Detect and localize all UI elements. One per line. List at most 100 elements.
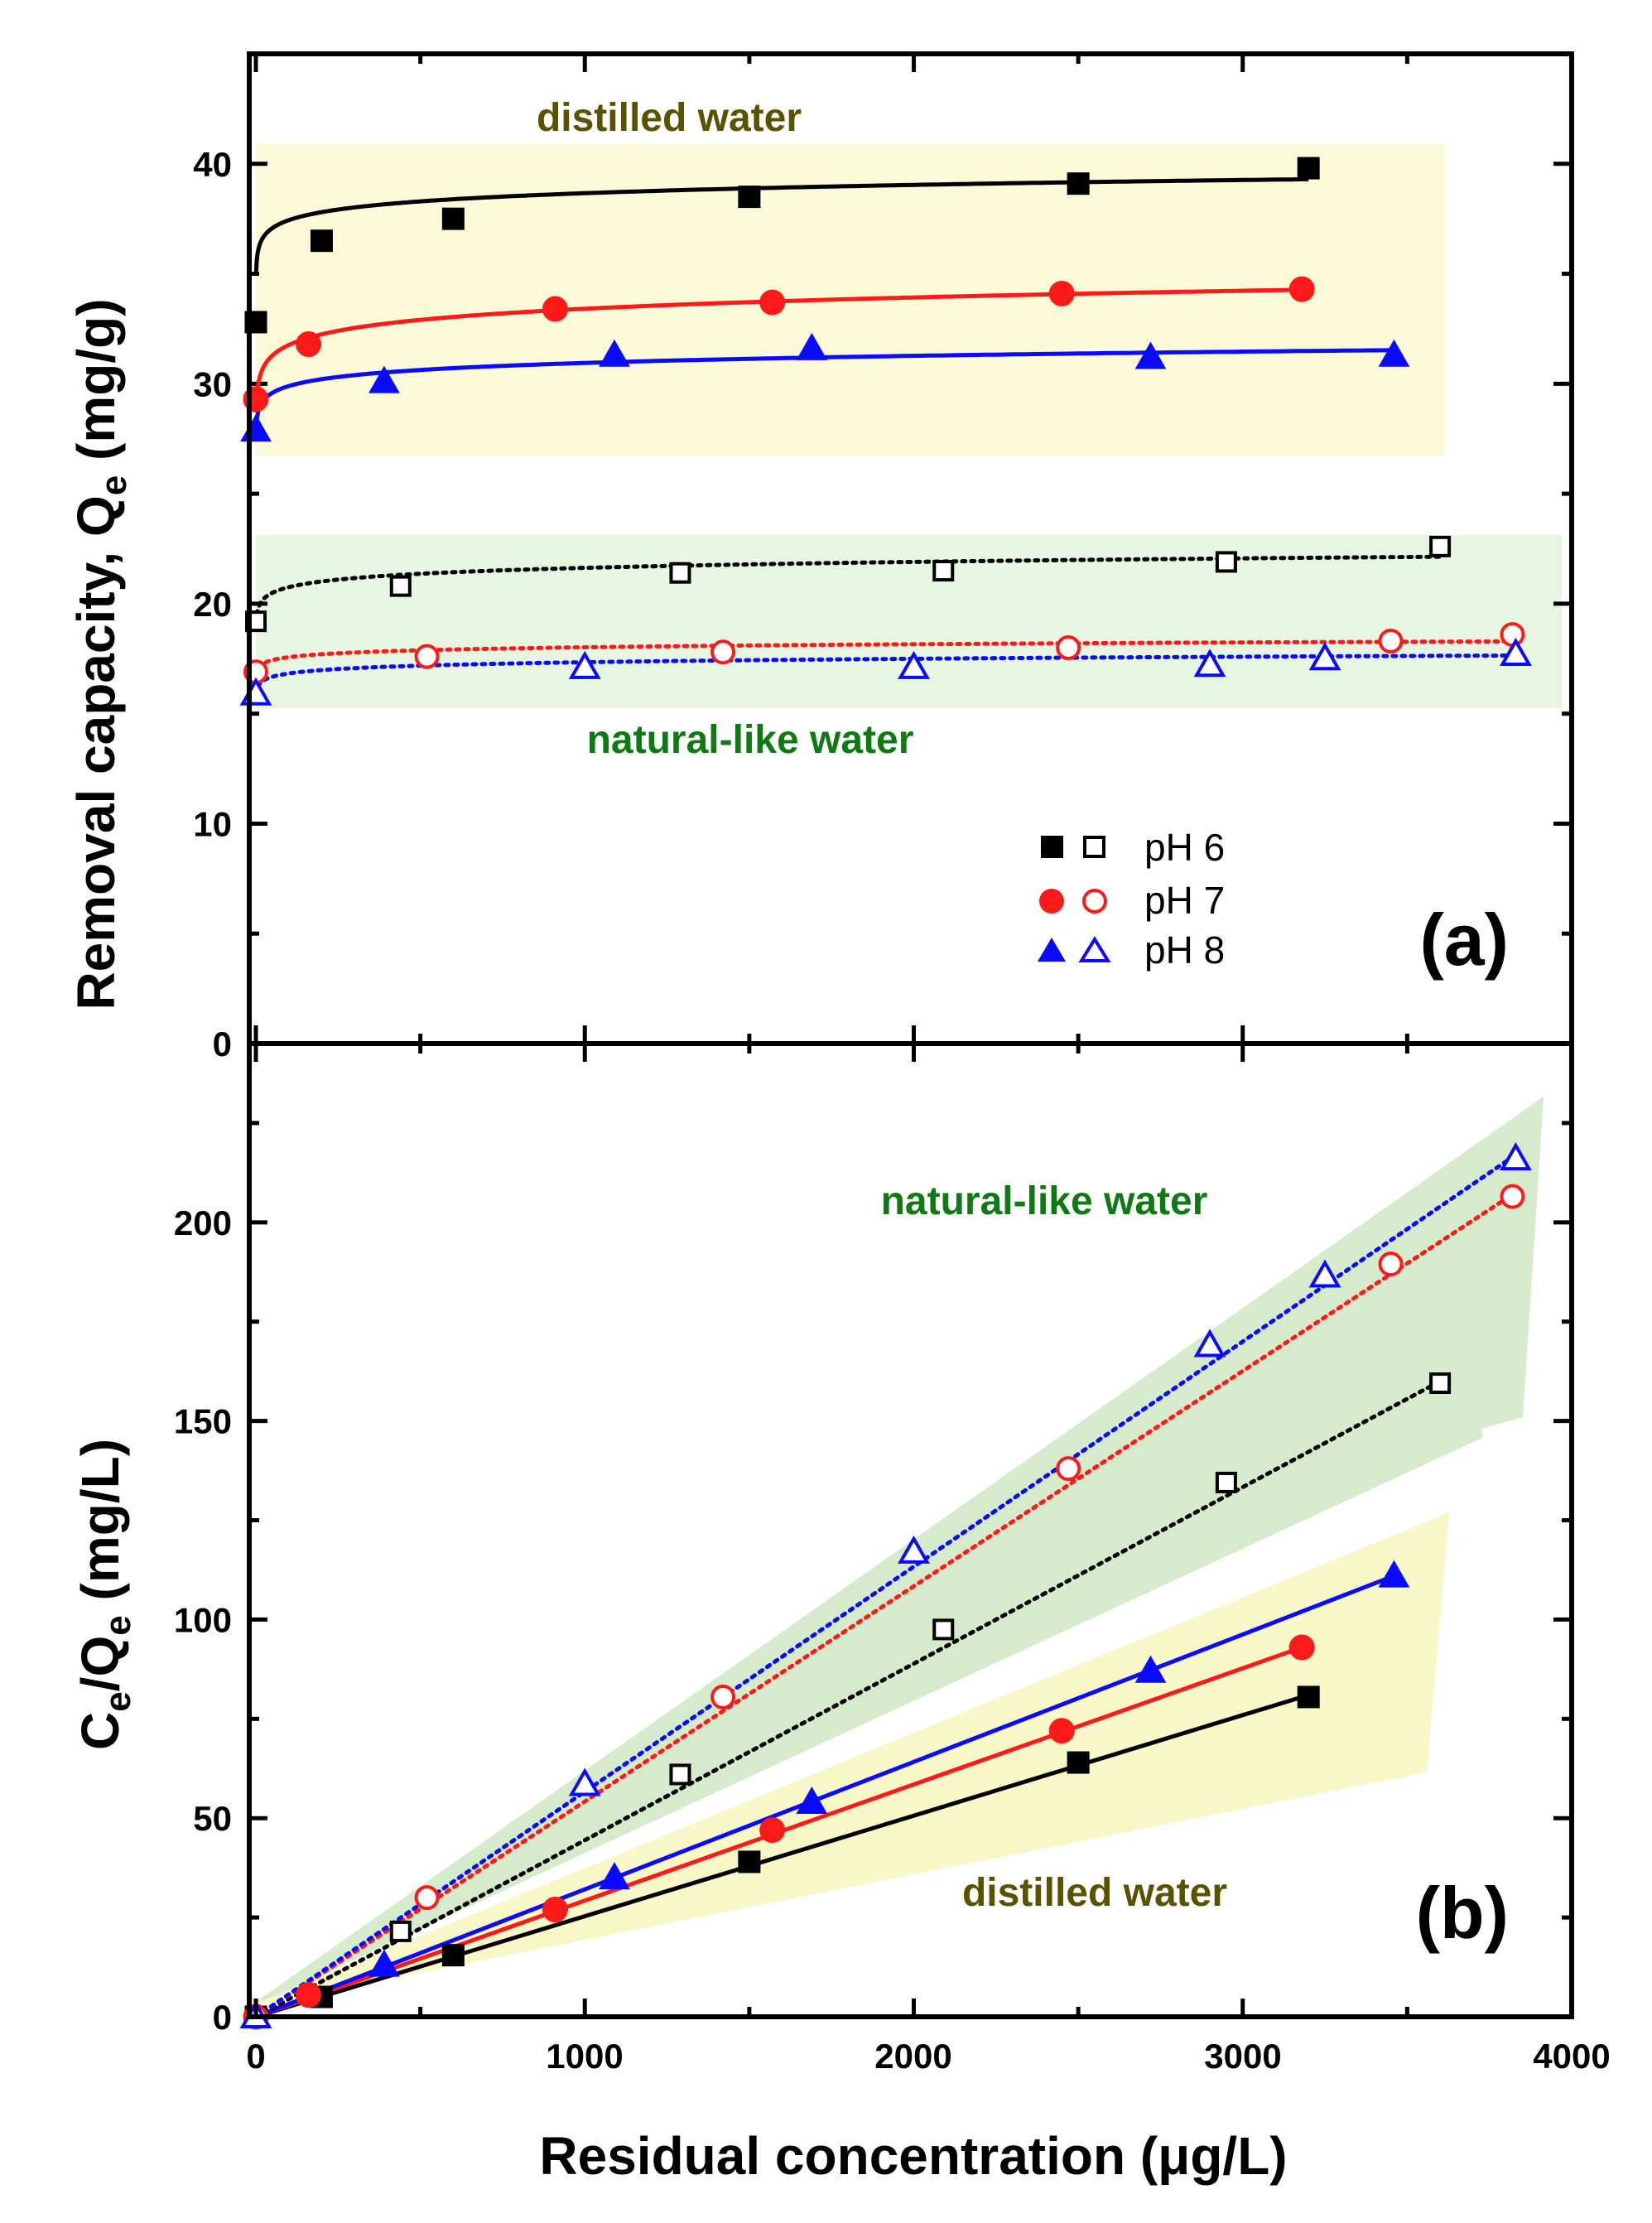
point-a-3-4 <box>1215 551 1237 573</box>
legend-ph6-label: pH 6 <box>1144 826 1225 869</box>
point-a-5-5 <box>1500 637 1532 666</box>
panel-a: distilled water natural-like water 0 10 20… <box>66 51 1572 1063</box>
y-tick-label-b-150: 150 <box>174 1402 232 1441</box>
point-b-4-5 <box>1500 1184 1525 1209</box>
panel-b: natural-like water distilled water 0 50 10… <box>70 1097 1572 2037</box>
point-a-2-5 <box>1378 339 1410 367</box>
fit-b-0 <box>255 1693 1309 2019</box>
point-b-1-5 <box>1288 1634 1315 1661</box>
point-a-4-4 <box>1378 629 1404 654</box>
y-tick-label-b-50: 50 <box>193 1799 232 1838</box>
point-a-0-2 <box>441 207 465 230</box>
y-tick-label-a-30: 30 <box>193 364 232 403</box>
distilled-water-region-b <box>256 1512 1449 2005</box>
fit-curves-a <box>253 176 1518 697</box>
x-axis-title: Residual concentration (μg/L) <box>539 2126 1287 2186</box>
point-b-0-5 <box>1297 1685 1320 1709</box>
y-tick-label-a-20: 20 <box>193 585 232 624</box>
point-a-4-2 <box>710 639 736 665</box>
x-axis-tick-labels: 0 1000 2000 3000 4000 <box>246 2037 1610 2076</box>
point-b-4-3 <box>1056 1456 1081 1482</box>
point-a-3-2 <box>669 562 691 584</box>
point-b-2-3 <box>796 1787 828 1815</box>
fit-a-5 <box>253 653 1518 697</box>
legend-ph7-natural-marker <box>1082 889 1107 914</box>
point-a-5-3 <box>1193 649 1226 678</box>
point-b-0-2 <box>441 1944 465 1967</box>
fit-b-4 <box>253 1192 1515 2019</box>
y-tick-label-b-0: 0 <box>213 1998 232 2037</box>
panel-label-a: (a) <box>1419 899 1509 981</box>
annotation-distilled-water: distilled water <box>537 96 802 140</box>
fit-b-2 <box>255 1574 1395 2019</box>
point-a-2-3 <box>796 332 828 360</box>
plot-frame-b <box>247 1041 1574 2019</box>
point-b-2-5 <box>1378 1560 1410 1588</box>
point-b-4-2 <box>710 1684 736 1709</box>
fit-a-4 <box>253 639 1515 678</box>
panel-label-b: (b) <box>1416 1872 1509 1954</box>
x-tick-label-2000: 2000 <box>874 2037 951 2076</box>
legend: pH 6 pH 7 pH 8 <box>1038 826 1225 972</box>
point-a-3-1 <box>389 575 412 597</box>
x-tick-label-0: 0 <box>246 2037 265 2076</box>
point-b-2-1 <box>368 1949 400 1977</box>
point-a-2-1 <box>368 365 400 393</box>
point-a-5-2 <box>898 650 930 679</box>
point-b-3-4 <box>1215 1471 1237 1493</box>
fit-a-3 <box>253 554 1442 626</box>
point-b-1-3 <box>759 1817 786 1844</box>
annotation-natural-like-water: natural-like water <box>587 718 914 762</box>
point-b-1-1 <box>296 1982 322 2008</box>
point-b-5-4 <box>1308 1259 1341 1288</box>
fit-a-1 <box>253 287 1303 412</box>
point-a-2-4 <box>1134 341 1167 369</box>
point-b-2-4 <box>1134 1655 1167 1683</box>
point-a-5-4 <box>1308 642 1341 671</box>
point-a-1-5 <box>1288 276 1315 302</box>
point-b-3-5 <box>1429 1372 1452 1395</box>
y-tick-label-a-40: 40 <box>193 145 232 184</box>
fit-b-3 <box>253 1379 1442 2019</box>
point-a-0-3 <box>738 186 761 209</box>
fit-a-0 <box>253 176 1309 272</box>
y-tick-label-a-0: 0 <box>213 1025 232 1063</box>
point-b-3-1 <box>389 1920 412 1942</box>
legend-ph8-distilled-marker <box>1038 938 1066 962</box>
point-b-4-1 <box>414 1885 440 1911</box>
x-tick-label-3000: 3000 <box>1204 2037 1281 2076</box>
point-b-2-2 <box>599 1862 630 1890</box>
point-a-1-4 <box>1048 280 1075 306</box>
annotation-distilled-water-b: distilled water <box>962 1871 1227 1915</box>
legend-ph7-distilled-marker <box>1039 889 1064 914</box>
point-b-4-4 <box>1378 1251 1404 1277</box>
fit-a-2 <box>253 348 1394 431</box>
legend-ph6-distilled-marker <box>1041 836 1063 858</box>
natural-like-water-region-b <box>256 1097 1544 2005</box>
y-tick-label-b-200: 200 <box>174 1203 232 1242</box>
point-b-3-3 <box>932 1618 955 1641</box>
point-a-2-2 <box>599 339 630 367</box>
y-tick-label-a-10: 10 <box>193 804 232 843</box>
point-a-3-3 <box>932 560 955 582</box>
point-a-1-1 <box>296 331 322 358</box>
point-b-1-2 <box>542 1897 568 1923</box>
point-a-1-3 <box>759 289 786 316</box>
point-a-5-1 <box>568 650 601 679</box>
x-tick-label-4000: 4000 <box>1533 2037 1610 2076</box>
point-a-0-1 <box>310 229 333 253</box>
point-b-5-3 <box>1193 1328 1226 1357</box>
legend-ph7-label: pH 7 <box>1144 879 1225 922</box>
y-axis-title-a: Removal capacity, Qe (mg/g) <box>66 298 134 1010</box>
point-b-0-4 <box>1067 1751 1090 1774</box>
point-b-5-2 <box>898 1535 930 1564</box>
point-b-5-1 <box>568 1767 601 1796</box>
point-b-5-5 <box>1500 1142 1532 1171</box>
point-b-0-3 <box>738 1850 761 1873</box>
fit-b-5 <box>253 1152 1518 2019</box>
point-b-1-4 <box>1048 1718 1075 1744</box>
legend-ph8-label: pH 8 <box>1144 928 1225 972</box>
y-tick-label-b-100: 100 <box>174 1600 232 1639</box>
point-a-4-1 <box>414 644 440 669</box>
